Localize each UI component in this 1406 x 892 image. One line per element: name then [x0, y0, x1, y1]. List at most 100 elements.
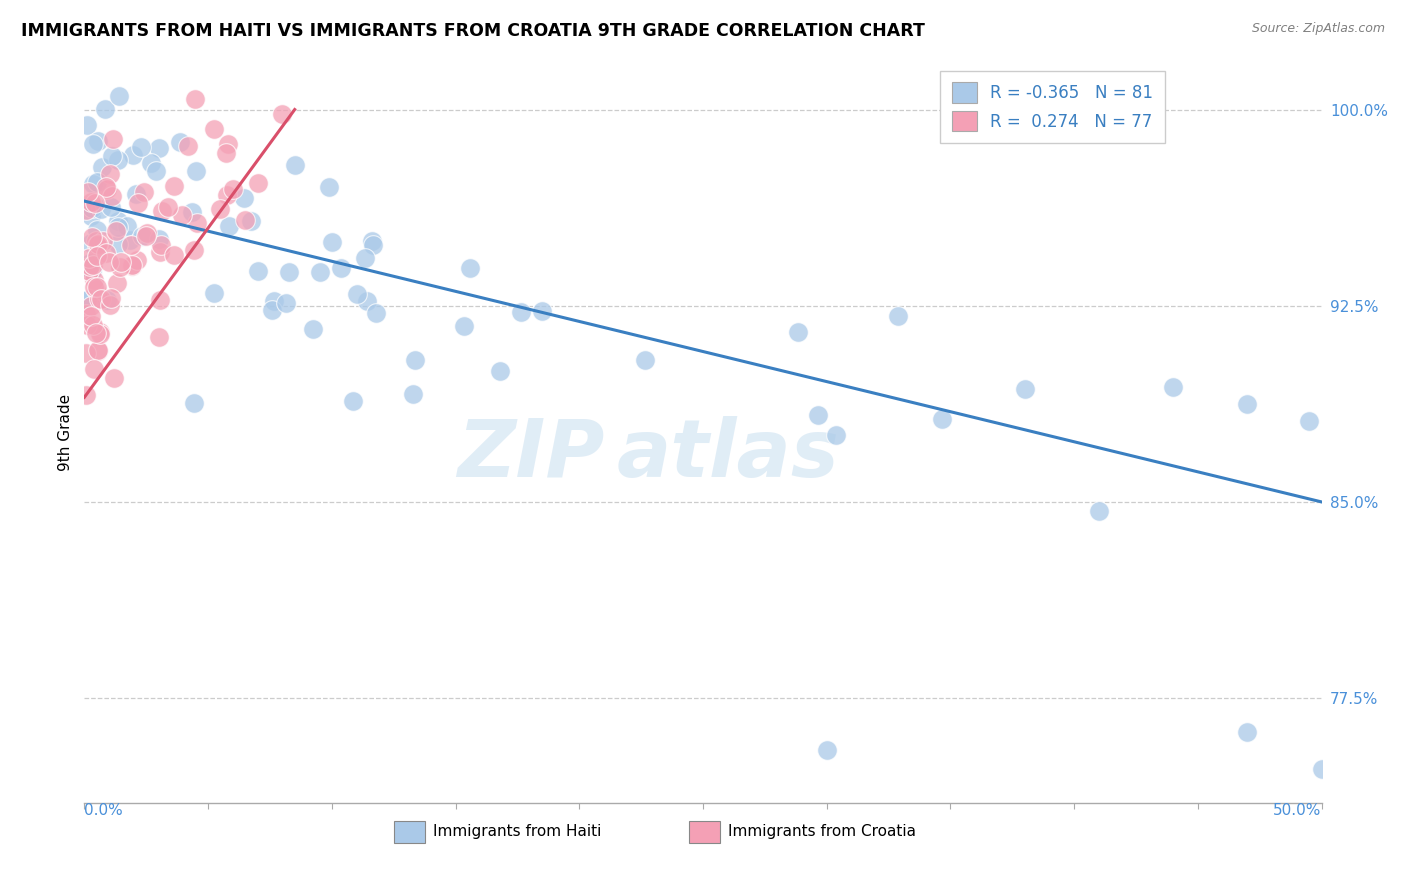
Point — [634, 353, 657, 368]
Point — [89, 325, 111, 339]
Point — [89, 326, 111, 341]
Point — [120, 233, 142, 247]
Text: Immigrants from Croatia: Immigrants from Croatia — [728, 824, 917, 838]
Point — [787, 325, 810, 339]
Point — [163, 248, 186, 262]
Point — [76, 293, 98, 308]
Point — [87, 134, 110, 148]
Point — [246, 176, 269, 190]
Point — [202, 121, 225, 136]
Point — [136, 226, 159, 240]
Point — [82, 177, 104, 191]
Text: atlas: atlas — [616, 416, 839, 494]
Point — [202, 285, 225, 300]
Point — [222, 182, 245, 196]
Point — [90, 202, 112, 217]
Point — [98, 255, 121, 269]
Point — [107, 214, 129, 228]
Point — [139, 156, 162, 170]
Point — [148, 232, 170, 246]
Point — [1161, 380, 1184, 394]
Point — [176, 138, 198, 153]
Point — [278, 265, 301, 279]
Point — [402, 387, 425, 401]
Point — [84, 326, 107, 341]
Point — [87, 343, 110, 358]
Point — [150, 204, 173, 219]
Point — [887, 309, 910, 323]
Point — [356, 293, 378, 308]
Point — [107, 219, 129, 234]
Point — [80, 230, 103, 244]
Point — [330, 260, 353, 275]
Point — [1014, 382, 1036, 396]
Point — [87, 236, 110, 251]
Point — [150, 238, 173, 252]
Point — [404, 353, 426, 368]
Point — [239, 213, 262, 227]
Point — [96, 293, 118, 307]
Point — [76, 318, 98, 333]
Point — [301, 322, 323, 336]
Point — [86, 280, 108, 294]
Point — [86, 237, 108, 252]
Point — [86, 223, 108, 237]
Point — [120, 238, 142, 252]
Point — [145, 163, 167, 178]
Point — [184, 93, 207, 107]
Point — [509, 304, 531, 318]
Point — [825, 428, 848, 442]
Point — [83, 362, 105, 376]
Point — [232, 190, 254, 204]
Point — [284, 158, 307, 172]
Point — [75, 346, 97, 360]
Point — [83, 272, 105, 286]
Point — [530, 303, 553, 318]
Point — [82, 137, 104, 152]
Point — [132, 185, 155, 199]
Point — [233, 212, 256, 227]
Point — [83, 279, 105, 293]
Point — [121, 258, 143, 272]
Point — [127, 253, 149, 268]
Point — [209, 202, 232, 216]
Point — [76, 293, 98, 307]
Point — [75, 307, 97, 321]
Point — [149, 245, 172, 260]
Point — [218, 219, 240, 234]
Point — [458, 260, 481, 275]
Point — [79, 256, 101, 270]
Text: Immigrants from Haiti: Immigrants from Haiti — [433, 824, 602, 838]
Point — [169, 135, 191, 149]
Point — [79, 236, 101, 251]
Point — [186, 216, 208, 230]
Point — [309, 265, 332, 279]
Point — [80, 194, 103, 209]
Point — [318, 180, 340, 194]
Point — [80, 201, 103, 215]
Point — [931, 412, 953, 426]
Point — [1298, 414, 1320, 428]
Point — [183, 395, 205, 409]
Point — [104, 224, 127, 238]
Point — [87, 292, 110, 306]
Point — [86, 175, 108, 189]
Point — [217, 188, 239, 202]
Point — [84, 195, 107, 210]
Point — [807, 408, 830, 422]
Point — [103, 371, 125, 385]
Point — [215, 146, 238, 161]
Point — [76, 118, 98, 132]
Y-axis label: 9th Grade: 9th Grade — [58, 394, 73, 471]
Text: ZIP: ZIP — [457, 416, 605, 494]
Point — [131, 140, 153, 154]
Point — [815, 743, 838, 757]
Point — [100, 291, 122, 305]
Point — [271, 107, 294, 121]
Point — [342, 394, 364, 409]
Point — [148, 141, 170, 155]
Point — [361, 237, 384, 252]
Text: IMMIGRANTS FROM HAITI VS IMMIGRANTS FROM CROATIA 9TH GRADE CORRELATION CHART: IMMIGRANTS FROM HAITI VS IMMIGRANTS FROM… — [21, 22, 925, 40]
Point — [366, 306, 388, 320]
Point — [163, 178, 186, 193]
